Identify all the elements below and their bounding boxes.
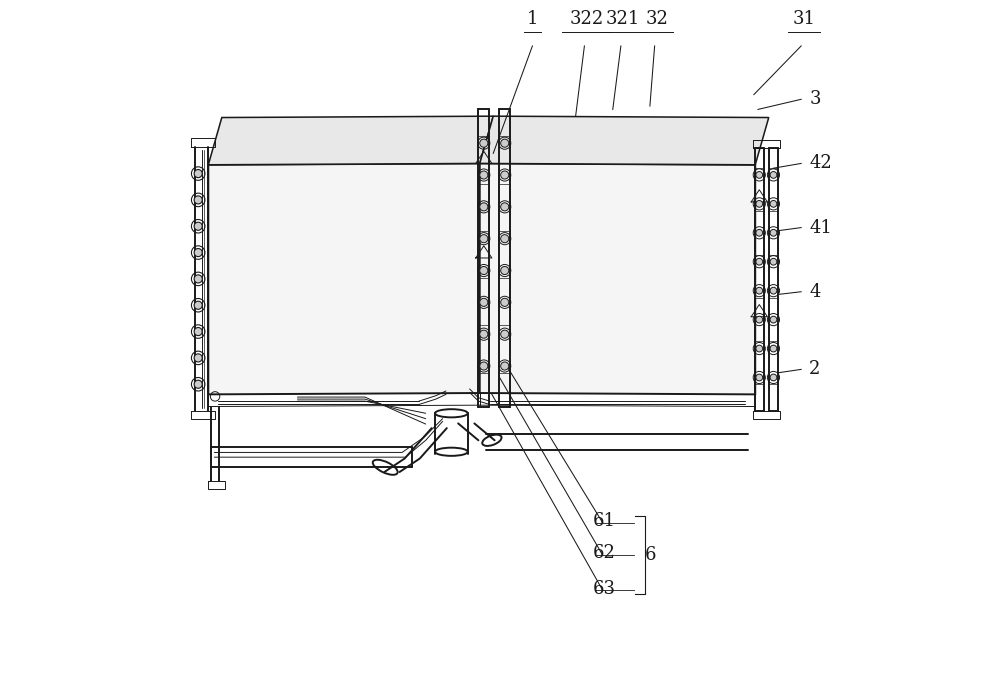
Text: 1: 1: [527, 10, 538, 28]
Text: 3: 3: [809, 90, 821, 108]
Text: 63: 63: [593, 580, 616, 598]
Circle shape: [756, 172, 763, 178]
Circle shape: [480, 298, 488, 306]
Circle shape: [194, 380, 202, 388]
Circle shape: [480, 266, 488, 275]
Circle shape: [194, 196, 202, 204]
Circle shape: [501, 266, 509, 275]
Circle shape: [194, 327, 202, 336]
Circle shape: [756, 345, 763, 352]
Text: 32: 32: [645, 10, 668, 28]
Circle shape: [194, 301, 202, 309]
Circle shape: [770, 201, 777, 207]
Circle shape: [194, 354, 202, 362]
Circle shape: [501, 362, 509, 370]
Circle shape: [756, 229, 763, 236]
Circle shape: [770, 316, 777, 323]
Text: 321: 321: [606, 10, 640, 28]
Text: 61: 61: [593, 513, 616, 530]
Polygon shape: [208, 116, 493, 165]
Circle shape: [480, 362, 488, 370]
Circle shape: [770, 229, 777, 236]
Circle shape: [501, 171, 509, 179]
Circle shape: [194, 275, 202, 283]
Circle shape: [480, 330, 488, 338]
Text: 6: 6: [645, 546, 657, 564]
Circle shape: [756, 316, 763, 323]
Text: 2: 2: [809, 361, 821, 378]
Polygon shape: [208, 163, 480, 395]
Circle shape: [194, 222, 202, 231]
Circle shape: [770, 287, 777, 294]
Circle shape: [756, 258, 763, 265]
Polygon shape: [480, 163, 755, 395]
Circle shape: [480, 171, 488, 179]
Text: 41: 41: [809, 218, 832, 237]
Circle shape: [770, 172, 777, 178]
Circle shape: [756, 287, 763, 294]
Circle shape: [501, 298, 509, 306]
Circle shape: [770, 345, 777, 352]
Text: 42: 42: [809, 155, 832, 172]
Circle shape: [756, 201, 763, 207]
Circle shape: [756, 374, 763, 381]
Circle shape: [501, 235, 509, 243]
Circle shape: [480, 235, 488, 243]
Circle shape: [501, 139, 509, 147]
Circle shape: [194, 170, 202, 178]
Circle shape: [480, 203, 488, 211]
Circle shape: [770, 258, 777, 265]
Circle shape: [480, 139, 488, 147]
Circle shape: [501, 330, 509, 338]
Circle shape: [501, 203, 509, 211]
Circle shape: [194, 249, 202, 256]
Text: 62: 62: [593, 544, 616, 562]
Text: 322: 322: [569, 10, 604, 28]
Text: 4: 4: [809, 283, 821, 301]
Polygon shape: [480, 116, 769, 165]
Circle shape: [770, 374, 777, 381]
Text: 31: 31: [792, 10, 815, 28]
